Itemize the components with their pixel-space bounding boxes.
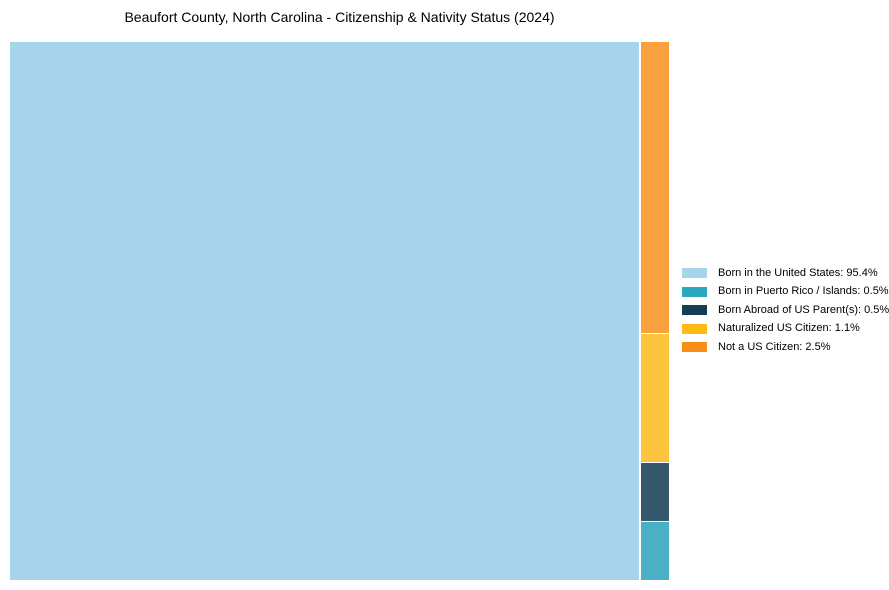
legend-item: Naturalized US Citizen: 1.1% [682, 322, 889, 334]
legend-swatch [682, 342, 707, 352]
chart-title: Beaufort County, North Carolina - Citize… [124, 9, 555, 25]
legend-label: Not a US Citizen: 2.5% [718, 340, 831, 353]
legend-swatch [682, 268, 707, 278]
treemap-rect-born-in-puerto-rico-islands [640, 521, 669, 581]
legend-label: Naturalized US Citizen: 1.1% [718, 322, 860, 334]
legend-swatch [682, 286, 707, 297]
legend-item: Born in Puerto Rico / Islands: 0.5% [682, 285, 889, 297]
treemap-rect-born-in-the-united-states [10, 42, 639, 580]
legend-swatch [682, 323, 707, 334]
treemap-rect-not-a-us-citizen [640, 42, 669, 333]
treemap [10, 42, 669, 581]
legend-label: Born in Puerto Rico / Islands: 0.5% [718, 285, 889, 297]
treemap-rect-naturalized-us-citizen [640, 333, 669, 462]
legend-label: Born in the United States: 95.4% [718, 266, 878, 279]
treemap-side-column [640, 42, 669, 581]
treemap-rect-born-abroad-of-us-parent-s [640, 462, 669, 521]
legend-item: Born Abroad of US Parent(s): 0.5% [682, 303, 889, 316]
legend-label: Born Abroad of US Parent(s): 0.5% [718, 303, 889, 316]
legend: Born in the United States: 95.4% Born in … [682, 266, 889, 353]
legend-item: Born in the United States: 95.4% [682, 266, 889, 279]
legend-item: Not a US Citizen: 2.5% [682, 340, 889, 353]
legend-swatch [682, 305, 707, 315]
